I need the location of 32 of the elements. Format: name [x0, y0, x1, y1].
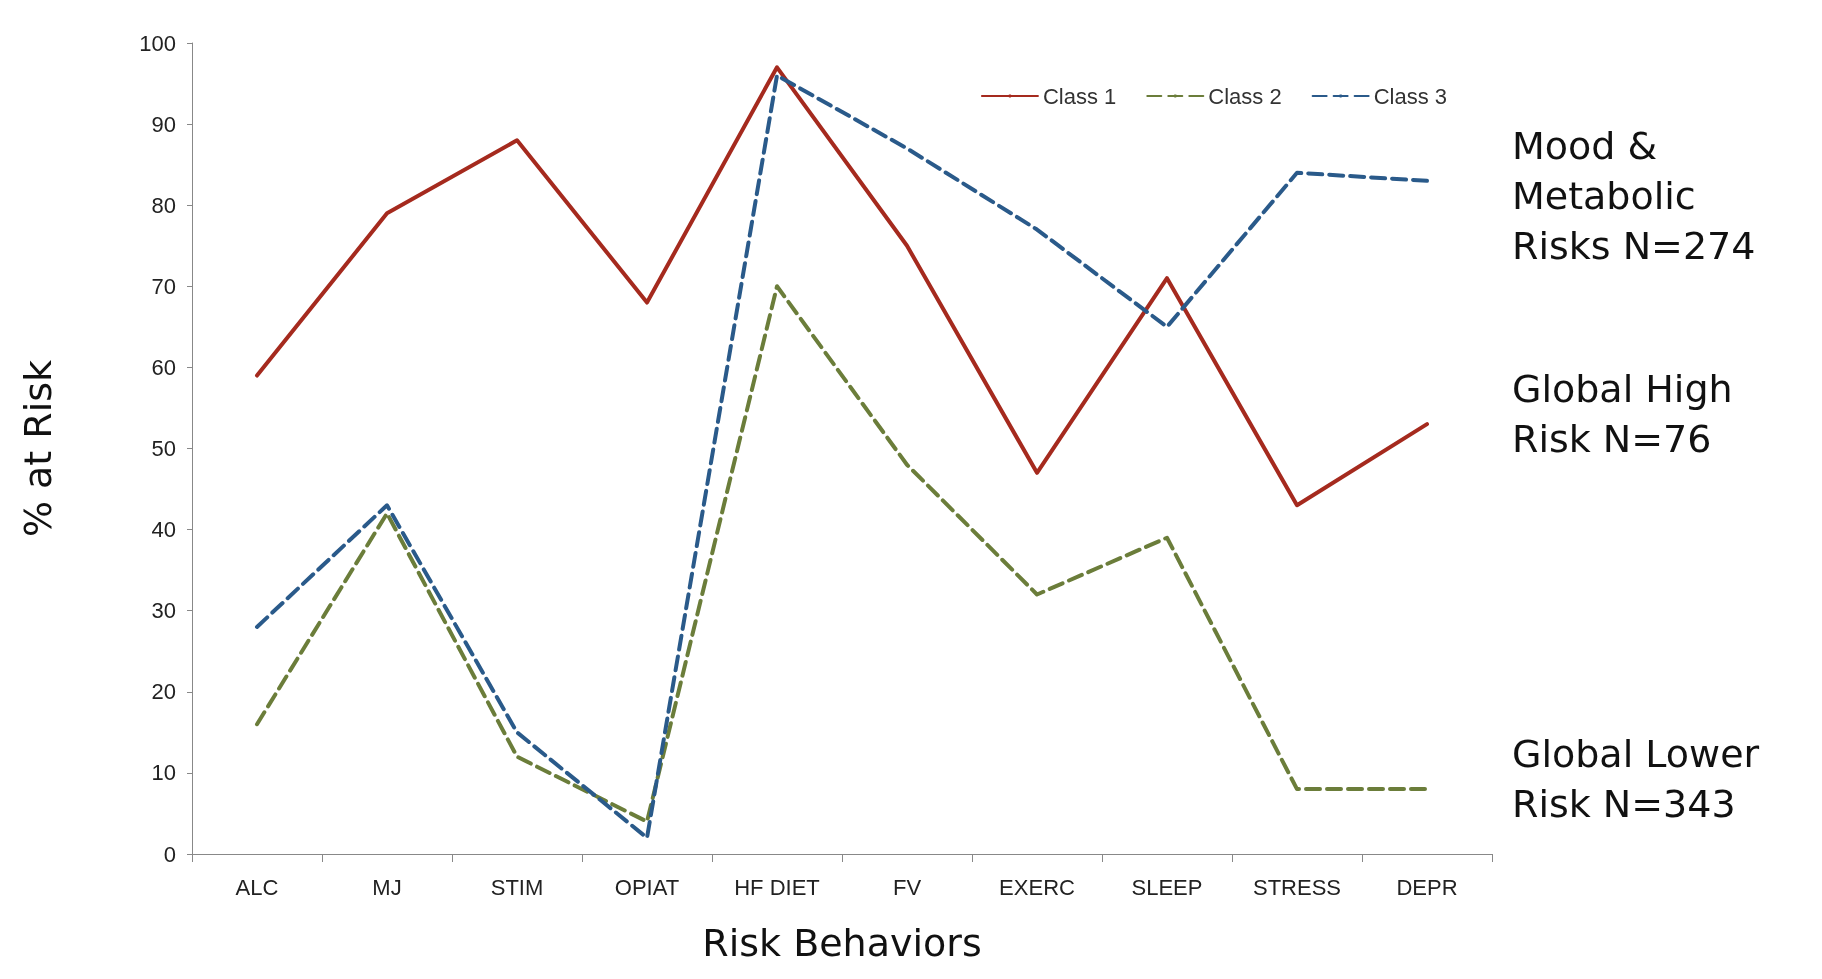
y-tick-label: 80	[151, 192, 176, 218]
y-tick-label: 60	[151, 354, 176, 380]
line-series	[255, 284, 1429, 824]
x-axis-title: Risk Behaviors	[702, 921, 982, 965]
legend-label: Class 1	[1042, 83, 1117, 109]
annotation: Global Lower Risk N=343	[1512, 732, 1772, 827]
x-tick-label: MJ	[372, 874, 402, 900]
y-axis-title: % at Risk	[16, 359, 60, 538]
x-tick-label: ALC	[235, 874, 279, 900]
legend-label: Class 3	[1373, 83, 1447, 109]
annotation: Mood & Metabolic Risks N=274	[1512, 123, 1756, 268]
y-tick-label: 40	[151, 517, 176, 543]
y-tick-label: 30	[151, 598, 176, 624]
legend-label: Class 2	[1208, 83, 1282, 109]
x-tick-label: FV	[892, 874, 922, 900]
y-tick-label: 20	[151, 679, 176, 705]
y-tick-label: 50	[151, 436, 176, 461]
x-tick-label: EXERC	[999, 874, 1076, 900]
x-tick-label: STIM	[490, 874, 544, 900]
y-tick-label: 90	[151, 111, 176, 137]
y-tick-label: 70	[151, 273, 176, 299]
x-tick-label: DEPR	[1396, 874, 1458, 900]
x-tick-label: HF DIET	[734, 874, 820, 900]
annotation: Global High Risk N=76	[1512, 367, 1745, 462]
x-tick-label: SLEEP	[1131, 874, 1203, 900]
y-tick-label: 100	[139, 30, 176, 56]
x-tick-label: OPIAT	[614, 874, 680, 900]
line-series	[255, 65, 1429, 508]
line-series	[255, 73, 1429, 840]
y-tick-label: 0	[163, 841, 176, 867]
x-tick-label: STRESS	[1252, 874, 1342, 900]
y-tick-label: 10	[151, 760, 176, 786]
